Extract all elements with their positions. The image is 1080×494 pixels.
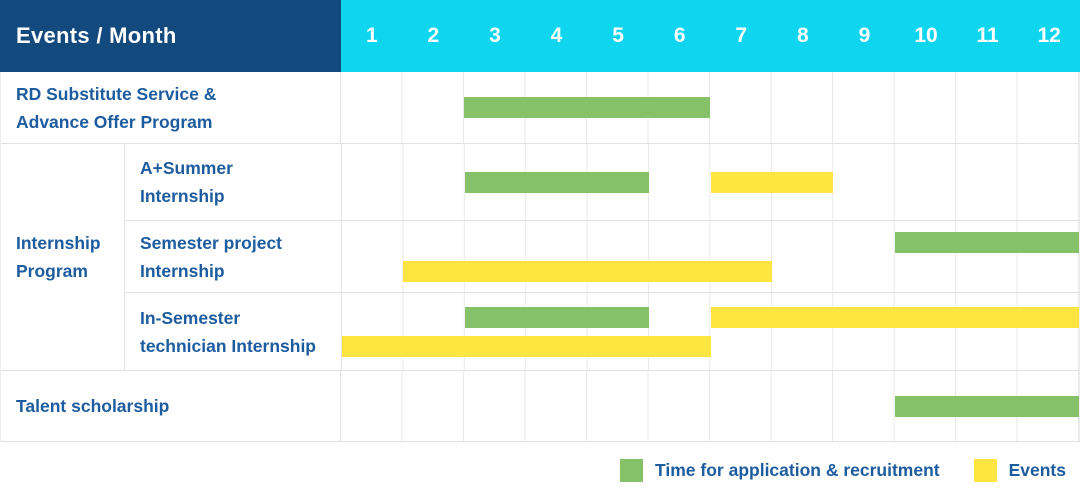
group-label-line: Internship (16, 233, 101, 253)
table-body: RD Substitute Service & Advance Offer Pr… (0, 72, 1080, 442)
application-swatch-icon (620, 459, 644, 482)
events-swatch-icon (973, 459, 997, 482)
events-bar (342, 335, 711, 357)
legend-label-events: Events (1008, 460, 1066, 480)
month-header-9: 9 (858, 24, 871, 47)
month-header-row: 1 2 3 4 5 6 7 8 9 10 11 12 (341, 0, 1080, 72)
month-header-2: 2 (427, 24, 440, 47)
bar-line (342, 231, 1079, 253)
bar-track (341, 72, 1079, 143)
row-rd-substitute-service: RD Substitute Service & Advance Offer Pr… (1, 72, 1079, 144)
row-label-line: Talent scholarship (16, 396, 170, 416)
bar-track (342, 221, 1079, 292)
month-header-3: 3 (489, 24, 501, 47)
legend: Time for application & recruitment Event… (0, 442, 1080, 482)
row-in-semester-technician-internship: In-Semester technician Internship (125, 293, 1079, 371)
application-bar (464, 306, 650, 328)
row-label: Talent scholarship (1, 371, 341, 441)
group-internship-program: Internship Program A+Summer Internship S… (1, 144, 1079, 371)
row-a-plus-summer-internship: A+Summer Internship (125, 144, 1079, 221)
row-label: RD Substitute Service & Advance Offer Pr… (1, 72, 341, 143)
legend-item-application: Time for application & recruitment (620, 459, 940, 482)
bar-track (342, 293, 1079, 370)
events-bar (403, 260, 772, 282)
group-subrows: A+Summer Internship Semester project Int… (125, 144, 1079, 371)
bar-track (341, 371, 1079, 441)
row-label-line: A+Summer (140, 158, 233, 178)
events-bar (710, 306, 1079, 328)
row-semester-project-internship: Semester project Internship (125, 221, 1079, 293)
legend-item-events: Events (973, 459, 1066, 482)
group-label: Internship Program (1, 144, 125, 371)
group-label-line: Program (16, 261, 88, 281)
row-label-line: Internship (140, 260, 225, 281)
row-label: Semester project Internship (125, 221, 342, 292)
row-label-line: Semester project (140, 232, 283, 253)
row-talent-scholarship: Talent scholarship (1, 371, 1079, 442)
row-label: A+Summer Internship (125, 144, 342, 220)
row-label-line: In-Semester (140, 307, 241, 328)
application-bar (894, 231, 1079, 253)
month-header-4: 4 (550, 24, 563, 47)
legend-label-application: Time for application & recruitment (655, 460, 940, 480)
bar-line (342, 306, 1079, 328)
application-bar (894, 395, 1079, 417)
bar-line (341, 97, 1079, 118)
bar-line (341, 395, 1079, 417)
row-label-line: Advance Offer Program (16, 111, 213, 132)
month-header-8: 8 (796, 24, 809, 47)
bar-line (342, 335, 1079, 357)
month-header-12: 12 (1037, 24, 1061, 47)
month-header-5: 5 (612, 24, 624, 47)
events-bar (710, 171, 834, 193)
month-header-10: 10 (914, 24, 938, 47)
row-label: In-Semester technician Internship (125, 293, 342, 370)
month-header-1: 1 (365, 24, 378, 47)
bar-line (342, 260, 1079, 282)
header-row: Events / Month 1 2 3 4 5 6 7 8 9 10 11 1… (0, 0, 1080, 72)
bar-line (342, 171, 1079, 193)
application-bar (464, 171, 650, 193)
row-label-line: RD Substitute Service & (16, 83, 217, 104)
row-label-line: technician Internship (140, 335, 316, 356)
application-bar (464, 97, 710, 118)
month-header-11: 11 (976, 24, 999, 47)
bar-track (342, 144, 1079, 220)
corner-header: Events / Month (0, 0, 341, 72)
month-header-7: 7 (735, 24, 748, 47)
month-header-6: 6 (673, 24, 686, 47)
row-label-line: Internship (140, 186, 225, 206)
gantt-table: Events / Month 1 2 3 4 5 6 7 8 9 10 11 1… (0, 0, 1080, 442)
